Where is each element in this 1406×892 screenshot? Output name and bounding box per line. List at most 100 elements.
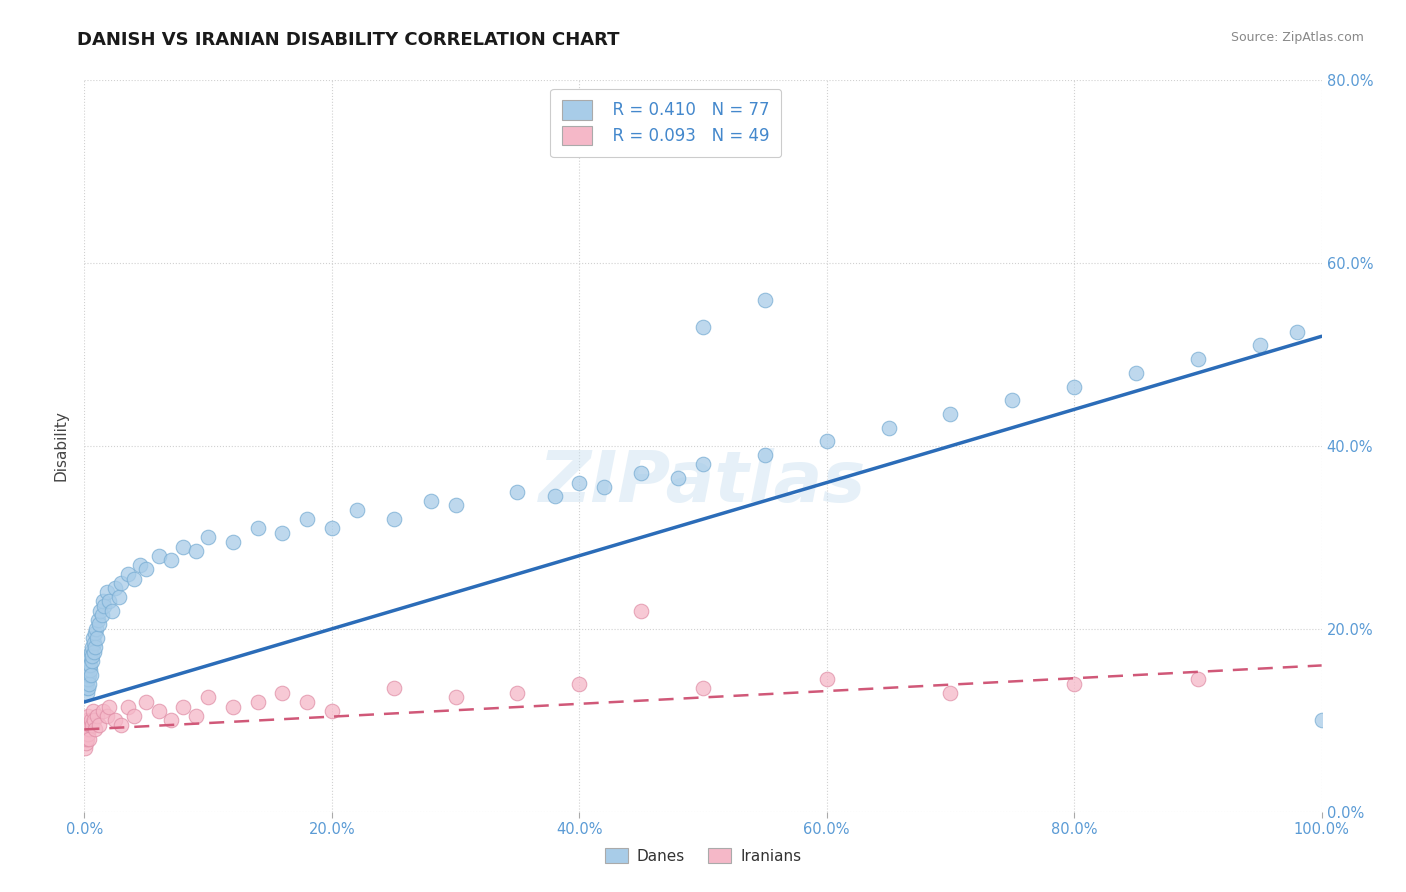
Point [77,667,100,681]
Point [222,535,245,549]
Point [77,658,100,673]
Point [82,631,104,645]
Point [100,603,122,617]
Point [222,699,245,714]
Point [444,499,467,513]
Point [321,521,343,535]
Point [1063,676,1085,690]
Text: DANISH VS IRANIAN DISABILITY CORRELATION CHART: DANISH VS IRANIAN DISABILITY CORRELATION… [77,31,620,49]
Point [117,567,139,582]
Point [89,603,111,617]
Point [148,549,170,563]
Point [79,714,101,728]
Point [76,714,98,728]
Point [108,590,131,604]
Point [84,640,107,655]
Point [122,708,145,723]
Point [129,558,152,572]
Point [506,686,529,700]
Point [630,603,652,617]
Point [76,681,98,696]
Text: Source: ZipAtlas.com: Source: ZipAtlas.com [1230,31,1364,45]
Point [382,681,405,696]
Point [184,708,207,723]
Point [75,723,97,737]
Point [86,631,108,645]
Point [82,704,104,718]
Point [77,672,100,686]
Point [96,585,118,599]
Point [1125,366,1147,380]
Point [76,718,98,732]
Point [73,740,96,755]
Point [89,617,111,632]
Point [79,731,101,746]
Point [79,649,101,664]
Point [83,626,105,640]
Point [1001,393,1024,408]
Point [148,704,170,718]
Point [91,594,114,608]
Point [90,608,112,623]
Y-axis label: Disability: Disability [53,410,69,482]
Point [86,708,108,723]
Point [692,457,714,471]
Point [89,718,111,732]
Point [76,667,98,681]
Point [79,676,101,690]
Point [76,723,98,737]
Point [1285,325,1308,339]
Point [93,599,115,613]
Point [543,489,565,503]
Point [172,699,194,714]
Point [939,686,962,700]
Point [1249,338,1271,352]
Point [939,407,962,421]
Point [568,475,591,490]
Point [79,663,101,677]
Point [630,467,652,481]
Point [877,421,900,435]
Point [80,645,103,659]
Point [1310,714,1333,728]
Point [110,576,132,591]
Point [79,718,101,732]
Point [84,622,107,636]
Point [104,714,127,728]
Point [346,503,368,517]
Point [1187,672,1209,686]
Point [77,654,100,668]
Point [76,663,98,677]
Point [184,544,207,558]
Point [104,581,127,595]
Point [444,690,467,705]
Point [87,613,110,627]
Point [1187,352,1209,367]
Point [160,714,183,728]
Text: ZIPatlas: ZIPatlas [540,448,866,517]
Point [98,699,121,714]
Point [271,686,294,700]
Point [75,727,97,741]
Point [75,676,97,690]
Point [692,681,714,696]
Point [754,293,776,307]
Point [84,723,107,737]
Point [419,494,441,508]
Point [91,704,114,718]
Point [110,718,132,732]
Point [75,736,97,750]
Point [593,480,616,494]
Point [321,704,343,718]
Point [506,484,529,499]
Point [76,672,98,686]
Point [80,640,103,655]
Point [692,320,714,334]
Point [76,731,98,746]
Point [197,530,219,544]
Point [82,649,104,664]
Point [197,690,219,705]
Point [815,672,838,686]
Point [815,434,838,449]
Point [75,681,97,696]
